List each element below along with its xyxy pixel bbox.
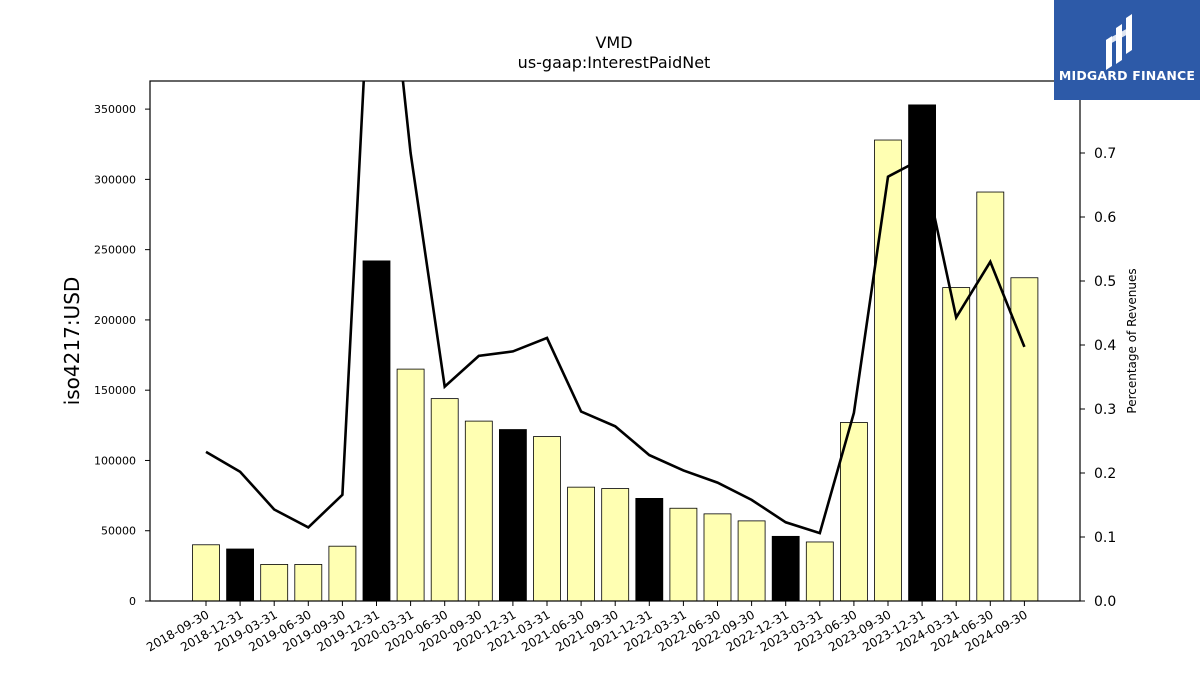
bar-2022-12-31 (771, 535, 800, 602)
y2-tick-label: 0.3 (1094, 402, 1116, 418)
y2-tick-label: 0.2 (1094, 466, 1116, 482)
y2-tick-label: 0.7 (1094, 146, 1116, 162)
left-axis: 0 50000 100000 150000 200000 250000 300000 3500… (94, 103, 150, 608)
bar-2024-06-30 (976, 191, 1005, 602)
y-tick-label: 0 (129, 595, 136, 608)
y2-tick-label: 0.1 (1094, 530, 1116, 546)
y-tick-label: 200000 (94, 314, 136, 327)
bar-2023-03-31 (805, 541, 834, 602)
bar-2024-09-30 (1010, 277, 1039, 602)
bar-2019-09-30 (328, 545, 357, 602)
bar-2023-09-30 (874, 139, 902, 602)
y-tick-label: 250000 (94, 244, 136, 257)
y2-axis-label: Percentage of Revenues (1125, 268, 1139, 413)
revenue-percentage-line (205, 81, 1026, 535)
line-group (205, 81, 1026, 535)
bar-2022-09-30 (737, 520, 766, 602)
bar-2019-06-30 (294, 564, 323, 602)
bar-2020-03-31 (396, 368, 425, 602)
bars-group (192, 104, 1039, 602)
logo-mark-icon (1106, 14, 1132, 70)
bar-2020-09-30 (464, 420, 493, 602)
bar-2022-03-31 (669, 507, 698, 602)
y-tick-label: 100000 (94, 454, 136, 467)
bar-2021-03-31 (533, 436, 561, 602)
bar-2018-12-31 (226, 548, 255, 602)
y2-tick-label: 0.5 (1094, 274, 1116, 290)
bar-2020-12-31 (498, 429, 527, 602)
y2-tick-label: 0.6 (1094, 210, 1116, 226)
y-tick-label: 50000 (101, 525, 136, 538)
bar-2022-06-30 (703, 513, 732, 602)
bar-2019-03-31 (260, 564, 289, 602)
bar-2020-06-30 (430, 398, 459, 602)
bar-2019-12-31 (362, 260, 391, 602)
chart-title: VMD (595, 33, 632, 52)
y-tick-label: 150000 (94, 384, 136, 397)
bar-2021-06-30 (567, 486, 595, 602)
bar-2023-06-30 (840, 422, 868, 602)
bar-2021-12-31 (635, 498, 664, 602)
y2-tick-label: 0.4 (1094, 338, 1116, 354)
y2-tick-label: 0.0 (1094, 594, 1116, 610)
brand-logo: MIDGARD FINANCE (1054, 0, 1200, 100)
bar-2018-09-30 (192, 544, 220, 602)
right-axis: 0.0 0.1 0.2 0.3 0.4 0.5 0.6 0.7 (1080, 146, 1116, 610)
bar-2021-09-30 (601, 488, 630, 602)
chart-subtitle: us-gaap:InterestPaidNet (518, 53, 711, 72)
bar-2023-12-31 (908, 104, 936, 602)
y-axis-label: iso4217:USD (60, 277, 84, 406)
logo-text: MIDGARD FINANCE (1058, 68, 1196, 83)
y-tick-label: 350000 (94, 103, 136, 116)
x-axis: 2018-09-302018-12-312019-03-312019-06-30… (144, 601, 1030, 654)
bar-2024-03-31 (942, 287, 971, 602)
y-tick-label: 300000 (94, 173, 136, 186)
